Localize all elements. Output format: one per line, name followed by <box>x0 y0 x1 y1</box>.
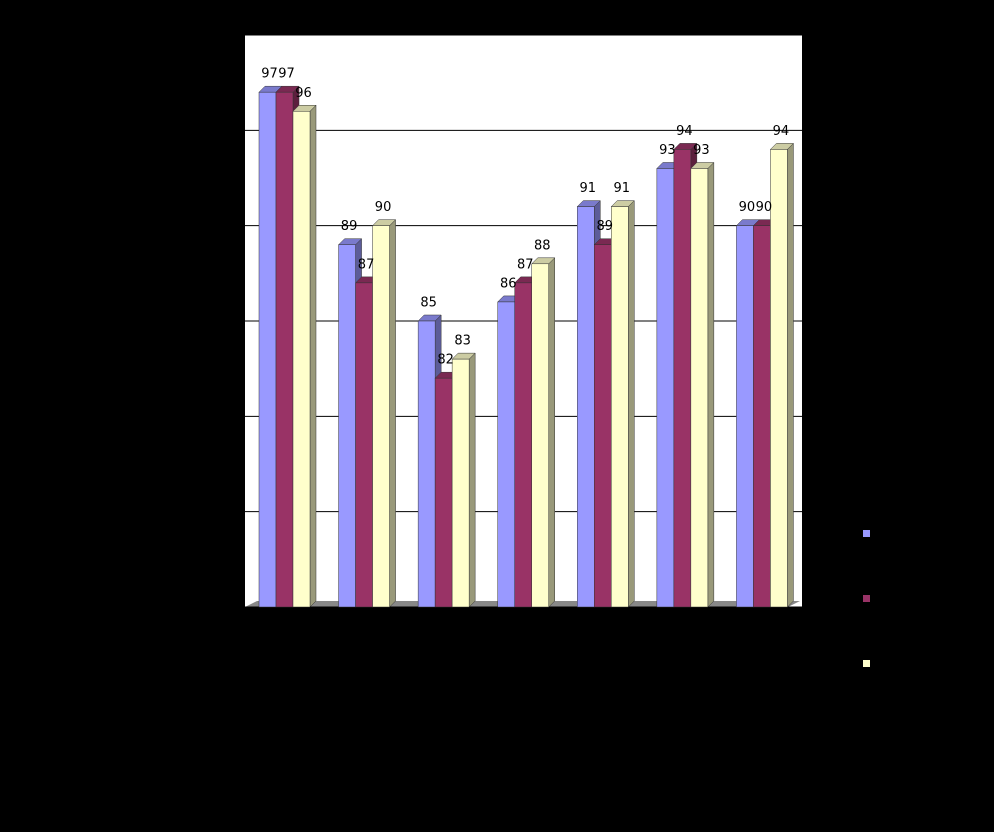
data-label: 90 <box>739 200 756 215</box>
y-tick-label: 95 <box>218 123 235 138</box>
data-label: 88 <box>534 238 551 253</box>
y-tick-label: 90 <box>218 218 235 233</box>
bar-side <box>707 161 715 608</box>
data-label: 97 <box>278 67 295 82</box>
bar <box>531 263 549 608</box>
bar <box>451 358 470 608</box>
data-label: 94 <box>676 124 693 139</box>
bar-side <box>787 142 794 608</box>
bar <box>753 225 771 608</box>
bar <box>417 320 436 608</box>
bar <box>594 244 612 608</box>
bar <box>514 282 532 608</box>
bar <box>577 206 595 608</box>
data-label: 97 <box>261 67 278 82</box>
data-label: 96 <box>295 86 312 101</box>
data-label: 91 <box>614 181 631 196</box>
bar <box>292 111 311 608</box>
bar <box>497 301 515 608</box>
data-label: 90 <box>756 200 773 215</box>
bar <box>690 168 709 608</box>
bar <box>736 225 754 608</box>
bar <box>434 377 453 608</box>
bar <box>656 168 675 608</box>
y-tick-label: 85 <box>218 314 235 329</box>
bar <box>355 282 373 608</box>
data-label: 87 <box>358 257 375 272</box>
legend-marker <box>863 660 870 667</box>
data-label: 82 <box>437 353 454 368</box>
data-label: 86 <box>500 276 517 291</box>
data-label: 83 <box>454 334 471 349</box>
bar <box>275 91 294 608</box>
bar <box>611 206 629 608</box>
bar-side <box>628 199 635 608</box>
data-label: 94 <box>773 124 790 139</box>
bar <box>770 149 788 608</box>
bar-side <box>468 352 476 608</box>
bar-side <box>548 257 555 608</box>
bar-side <box>389 219 396 608</box>
y-tick-label: 100 <box>210 28 235 43</box>
data-label: 85 <box>420 296 437 311</box>
data-label: 91 <box>580 181 597 196</box>
legend-marker <box>863 530 870 537</box>
legend-marker <box>863 595 870 602</box>
bar-side <box>309 104 317 608</box>
data-label: 90 <box>375 200 392 215</box>
data-label: 93 <box>693 143 710 158</box>
bar <box>258 91 277 608</box>
bar <box>372 225 390 608</box>
bar <box>338 244 356 608</box>
y-tick-label: 70 <box>218 600 235 615</box>
y-tick-label: 75 <box>218 504 235 519</box>
data-label: 93 <box>659 143 676 158</box>
data-label: 89 <box>597 219 614 234</box>
data-label: 89 <box>341 219 358 234</box>
bar <box>673 149 692 608</box>
y-tick-label: 80 <box>218 409 235 424</box>
data-label: 87 <box>517 257 534 272</box>
